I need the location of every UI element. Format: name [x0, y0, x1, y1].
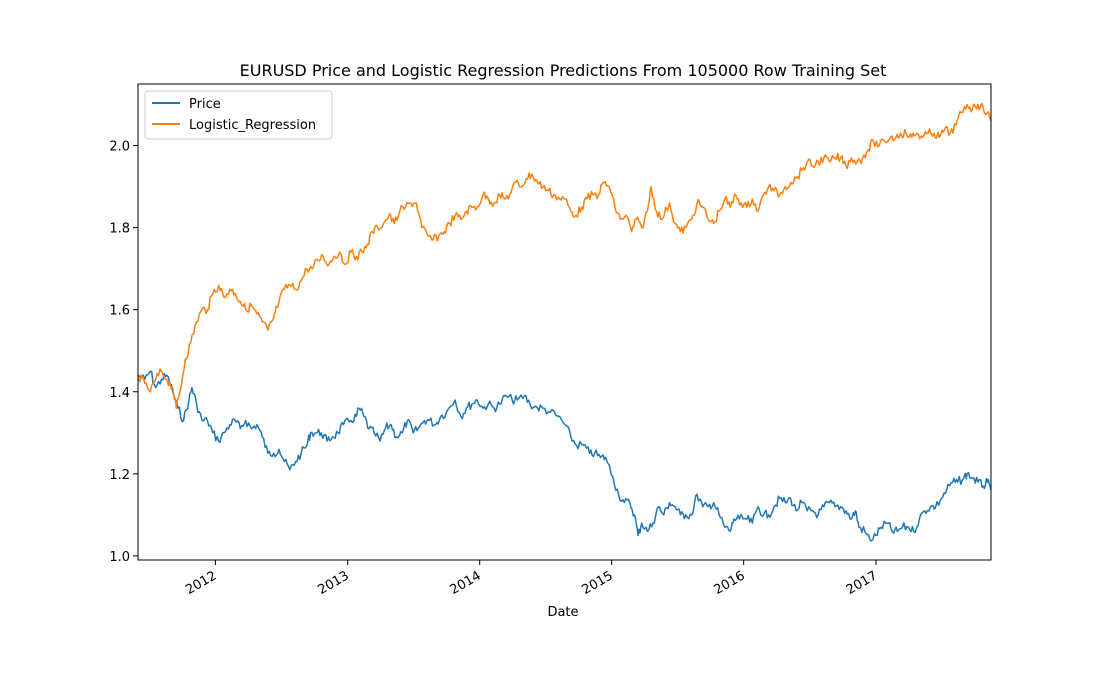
y-tick-label: 2.0: [109, 140, 130, 155]
legend-label-logistic-regression: Logistic_Regression: [189, 118, 316, 133]
series-layer: [137, 102, 992, 542]
y-tick-label: 1.8: [109, 222, 130, 237]
y-tick-label: 1.2: [109, 468, 130, 483]
legend-label-price: Price: [189, 97, 221, 112]
y-axis: 1.0 1.2 1.4 1.6 1.8 2.0: [109, 140, 138, 565]
legend: Price Logistic_Regression: [144, 90, 333, 140]
y-tick-label: 1.0: [109, 550, 130, 565]
x-axis-label: Date: [547, 605, 578, 620]
plot-frame: [137, 83, 992, 561]
series-line-price: [137, 370, 992, 542]
series-line-logistic-regression: [137, 102, 992, 409]
y-tick-label: 1.4: [109, 386, 130, 401]
legend-box: [144, 90, 333, 140]
y-tick-label: 1.6: [109, 304, 130, 319]
chart-title: EURUSD Price and Logistic Regression Pre…: [240, 61, 887, 80]
